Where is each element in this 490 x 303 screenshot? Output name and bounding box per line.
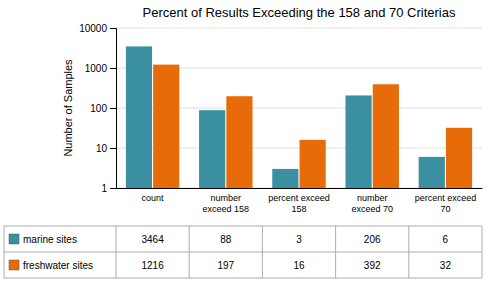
y-tick: 1000 [85,63,116,74]
x-tick-label: numberexceed 158 [203,193,250,213]
grid-line [116,28,482,29]
x-tick-label: percent exceed158 [268,193,330,213]
x-tick-label-line: percent exceed [268,193,330,203]
x-tick-label-line: number [211,193,242,203]
legend-swatch [9,234,19,244]
table-cell: 3 [296,234,302,245]
x-tick-label: count [142,193,165,203]
table-cell: 1216 [141,260,164,271]
table-cell: 88 [220,234,232,245]
table-cell: 6 [443,234,449,245]
x-tick-label-line: 70 [440,204,450,214]
legend-swatch [9,260,19,270]
y-tick: 10 [96,143,116,154]
y-tick-label: 100 [90,103,107,114]
bar [126,46,152,188]
x-axis: countnumberexceed 158percent exceed158nu… [117,189,483,214]
table-rule [262,226,263,278]
bar [272,169,298,188]
table-cell: 206 [364,234,381,245]
x-tick: numberexceed 158 [203,193,250,213]
table: marine sites 3464 88 3 206 6 freshwater sites 1… [4,226,482,278]
table-cell: 3464 [141,234,164,245]
y-tick-mark [110,68,116,69]
x-axis-line [117,188,483,189]
y-tick-mark [110,148,116,149]
y-tick-mark [110,28,116,29]
bar [345,95,371,188]
title: Percent of Results Exceeding the 158 and… [143,5,456,20]
bar [199,110,225,188]
x-tick-label-line: number [357,193,388,203]
table-cell: 197 [217,260,234,271]
table-cell: 16 [293,260,305,271]
y-tick: 100 [90,103,116,114]
y-tick-label: 1 [101,183,107,194]
x-tick: count [142,193,165,203]
table-rule [335,226,336,278]
y-axis-title: Number of Samples [62,59,74,157]
table-rule [189,226,190,278]
x-tick: percent exceed70 [415,193,477,213]
x-tick-label: percent exceed70 [415,193,477,213]
bar [226,96,252,188]
y-tick: 1 [101,183,116,194]
bar [419,157,445,188]
bar [300,140,326,188]
table-row-label: freshwater sites [23,260,93,271]
table-rule [482,226,483,278]
bars [126,46,472,188]
x-tick-label-line: 158 [291,204,306,214]
x-tick: percent exceed158 [268,193,330,213]
bar [446,128,472,188]
table-cell: 32 [440,260,452,271]
bar [153,65,179,188]
grid [116,28,482,188]
bar [373,84,399,188]
y-tick-label: 1000 [85,63,108,74]
table-rule [4,226,482,227]
y-tick-mark [110,188,116,189]
table-rule [4,278,482,279]
table-rule [408,226,409,278]
x-tick-label: numberexceed 70 [351,193,393,213]
y-axis: 1 10 100 1000 10000 [79,23,116,194]
y-axis-line [110,29,117,189]
table-cell: 392 [364,260,381,271]
table-rule [4,252,482,253]
x-tick-label-line: count [142,193,165,203]
y-tick-label: 10000 [79,23,107,34]
chart: 110100100010000countnumberexceed 158perc… [0,0,490,303]
table-rule [4,226,5,278]
table-rule [116,226,117,278]
x-tick-label-line: exceed 70 [351,204,393,214]
table-row-label: marine sites [23,234,77,245]
y-tick-mark [110,108,116,109]
y-tick: 10000 [79,23,116,34]
y-tick-label: 10 [96,143,108,154]
x-tick-label-line: percent exceed [415,193,477,203]
x-tick: numberexceed 70 [351,193,393,213]
x-tick-label-line: exceed 158 [203,204,250,214]
